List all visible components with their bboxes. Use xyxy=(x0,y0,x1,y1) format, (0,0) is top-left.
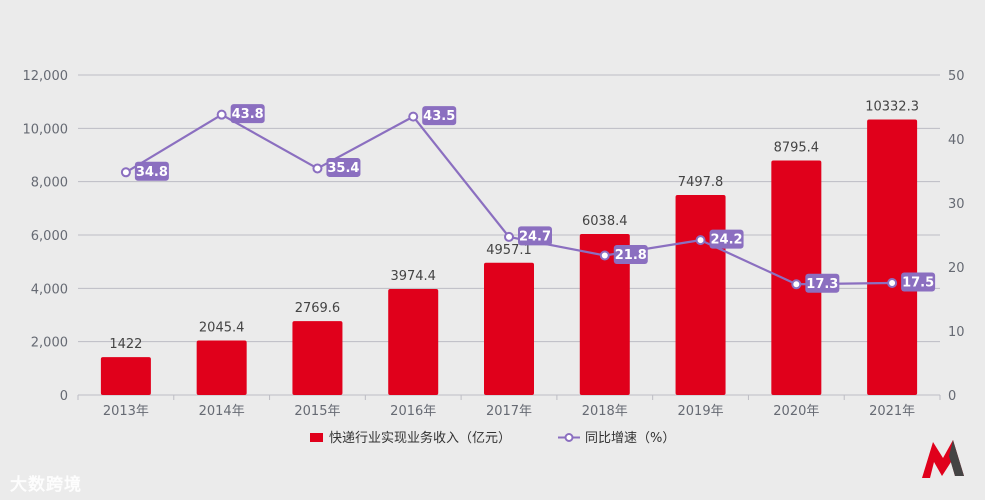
line-point xyxy=(216,109,227,120)
legend: 快递行业实现业务收入（亿元） 同比增速（%） xyxy=(310,430,675,446)
bar-value-label: 3974.4 xyxy=(390,269,436,284)
bar-value-label: 1422 xyxy=(109,337,142,352)
x-tick-label: 2019年 xyxy=(678,404,724,419)
x-tick-label: 2021年 xyxy=(869,404,915,419)
line-point xyxy=(408,111,419,122)
rate-value-label: 43.8 xyxy=(232,107,264,122)
bar-value-label: 10332.3 xyxy=(865,99,919,114)
brand-logo-shadow xyxy=(949,440,964,476)
left-tick-label: 6,000 xyxy=(31,229,68,244)
bar-value-label: 2769.6 xyxy=(295,301,341,316)
rate-label-badge xyxy=(326,157,361,177)
line-point xyxy=(504,231,514,242)
right-tick-label: 0 xyxy=(948,389,956,404)
x-tick-label: 2018年 xyxy=(582,404,628,419)
bar-value-label: 2045.4 xyxy=(199,320,245,335)
bar-labels: 1422 2045.4 2769.6 3974.4 4957.1 6038.4 7497.8… xyxy=(109,99,919,352)
rate-label-badge xyxy=(422,106,457,126)
rate-label-badge xyxy=(901,272,936,292)
legend-bar-swatch xyxy=(310,433,323,442)
x-tick-label: 2014年 xyxy=(199,404,245,419)
right-axis: 0 10 20 30 40 50 xyxy=(948,69,965,404)
bar xyxy=(675,195,726,395)
right-tick-label: 20 xyxy=(948,261,965,276)
x-tick-label: 2016年 xyxy=(390,404,436,419)
line-point xyxy=(695,235,706,246)
x-tick-label: 2020年 xyxy=(773,404,819,419)
rate-label-badge xyxy=(518,226,552,246)
bar-value-label: 7497.8 xyxy=(678,175,724,190)
bar xyxy=(579,233,630,395)
line-series: 34.8 43.8 35.4 43.5 24.7 21.8 24.2 17.3 17.5 xyxy=(120,104,936,293)
line-point xyxy=(599,250,610,261)
rate-label-badge xyxy=(613,244,648,264)
bar xyxy=(100,357,151,395)
left-tick-label: 2,000 xyxy=(31,336,68,351)
rate-value-label: 17.3 xyxy=(806,277,838,292)
bar xyxy=(196,340,247,395)
rate-label-badge xyxy=(230,104,265,124)
x-tick-label: 2015年 xyxy=(294,404,340,419)
right-tick-label: 50 xyxy=(948,69,965,84)
bar xyxy=(484,262,534,395)
bar-value-label: 8795.4 xyxy=(774,140,820,155)
rate-value-label: 24.7 xyxy=(519,229,551,244)
rate-label-badge xyxy=(805,273,840,293)
rate-value-label: 34.8 xyxy=(136,165,168,180)
rate-label-badge xyxy=(134,161,169,181)
x-tick-label: 2013年 xyxy=(103,404,149,419)
left-tick-label: 0 xyxy=(60,389,68,404)
left-tick-label: 10,000 xyxy=(23,122,69,137)
bar xyxy=(292,321,343,395)
bar-value-label: 6038.4 xyxy=(582,214,628,229)
legend-line-label: 同比增速（%） xyxy=(585,431,675,446)
line-point xyxy=(791,279,802,290)
line-point xyxy=(120,167,131,178)
bar xyxy=(771,160,822,395)
line-point xyxy=(887,278,898,288)
x-tick-label: 2017年 xyxy=(486,404,532,419)
left-tick-label: 8,000 xyxy=(31,176,68,191)
right-tick-label: 40 xyxy=(948,133,965,148)
x-axis: 2013年 2014年 2015年 2016年 2017年 2018年 2019年 2020年… xyxy=(77,395,941,419)
left-tick-label: 4,000 xyxy=(31,282,68,297)
right-tick-label: 30 xyxy=(948,197,965,212)
bar xyxy=(388,289,439,395)
rate-value-label: 43.5 xyxy=(423,109,455,124)
left-tick-label: 12,000 xyxy=(23,69,69,84)
rate-value-label: 21.8 xyxy=(615,248,647,263)
rate-value-label: 35.4 xyxy=(327,161,359,176)
right-tick-label: 10 xyxy=(948,325,965,340)
bar xyxy=(867,119,918,396)
legend-bar-label: 快递行业实现业务收入（亿元） xyxy=(329,430,511,446)
rate-value-label: 17.5 xyxy=(902,276,934,291)
legend-line-marker xyxy=(564,433,574,442)
bar-value-label: 4957.1 xyxy=(486,243,532,258)
watermark: 大数跨境 xyxy=(10,475,82,495)
line-point xyxy=(312,163,323,174)
rate-value-label: 24.2 xyxy=(711,233,743,248)
bar-series xyxy=(100,119,918,396)
left-axis: 0 2,000 4,000 6,000 8,000 10,000 12,000 xyxy=(23,69,69,404)
rate-label-badge xyxy=(709,229,744,249)
brand-logo xyxy=(922,440,964,478)
